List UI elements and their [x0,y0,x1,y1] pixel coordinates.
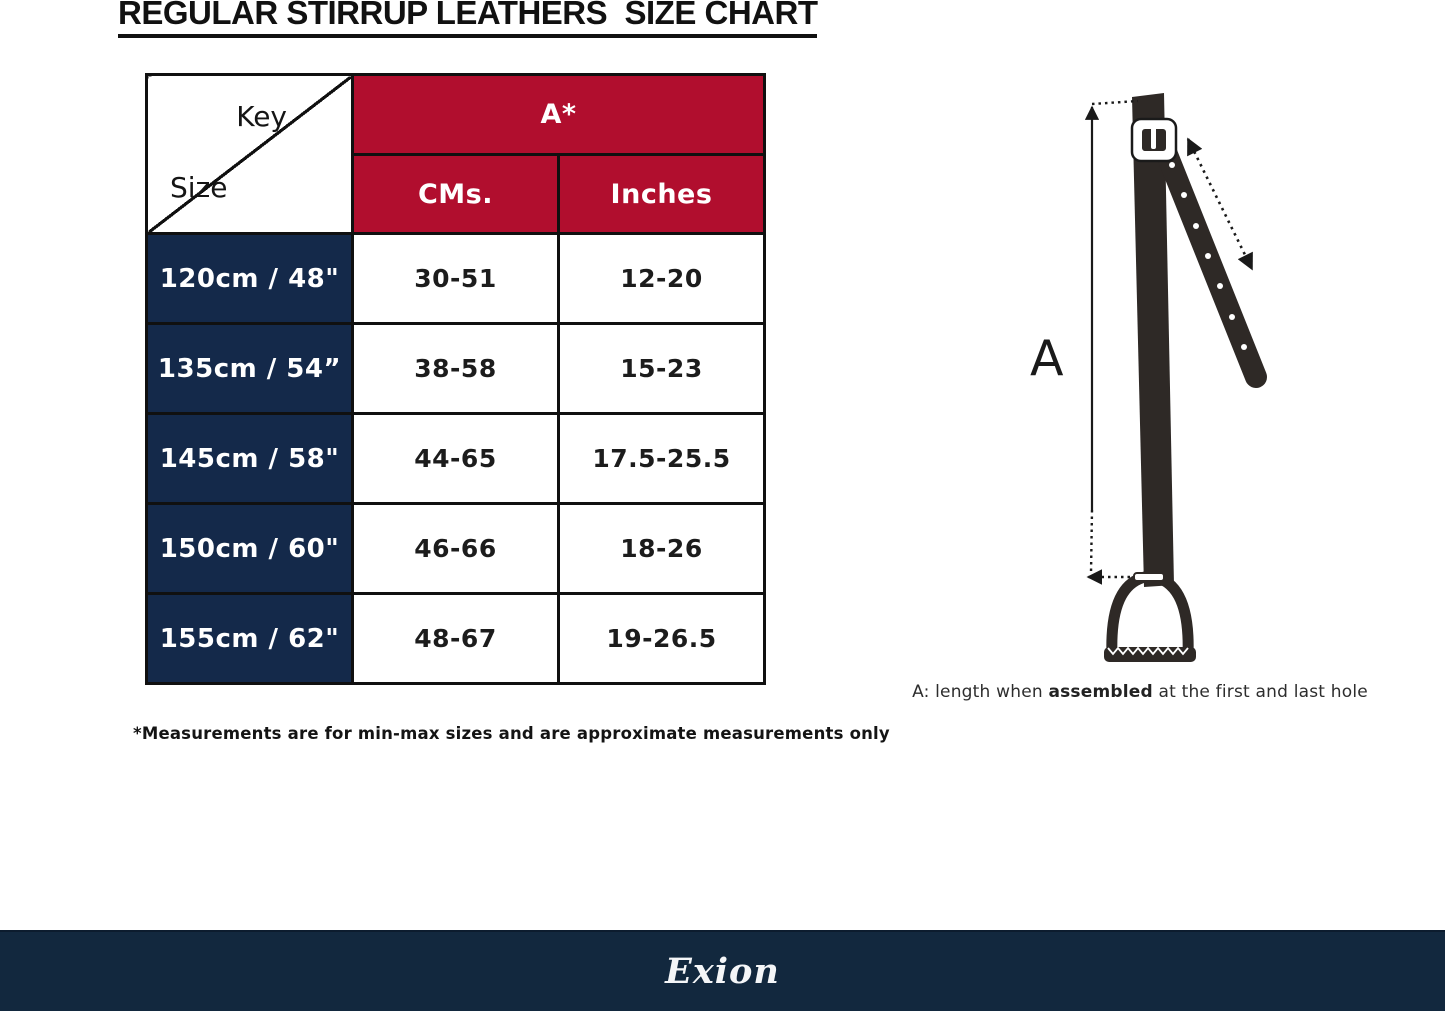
size-cell: 135cm / 54” [145,322,354,415]
diagonal-measure-arrow [1186,137,1254,271]
cms-cell: 38-58 [351,322,560,415]
brand-logo: Exion [665,951,780,992]
measurement-a-lines [1084,99,1139,585]
stirrup-slot [1133,572,1165,582]
table-row: 120cm / 48" 30-51 12-20 [145,232,766,325]
table-row: 135cm / 54” 38-58 15-23 [145,322,766,415]
corner-cell: Key Size [145,73,354,235]
size-cell: 120cm / 48" [145,232,354,325]
inches-cell: 17.5-25.5 [557,412,766,505]
cms-cell: 44-65 [351,412,560,505]
size-cell: 150cm / 60" [145,502,354,595]
footer-bar: Exion [0,930,1445,1011]
table-row: 145cm / 58" 44-65 17.5-25.5 [145,412,766,505]
corner-key-label: Key [236,100,287,133]
caption-bold: assembled [1048,682,1153,702]
cms-cell: 46-66 [351,502,560,595]
caption-prefix: A: length when [912,682,1049,702]
col-header-inches: Inches [557,153,766,235]
inches-cell: 18-26 [557,502,766,595]
table-row: 155cm / 62" 48-67 19-26.5 [145,592,766,685]
inches-cell: 19-26.5 [557,592,766,685]
dimension-a-label: A [1030,330,1064,387]
size-cell: 145cm / 58" [145,412,354,505]
inches-cell: 12-20 [557,232,766,325]
size-table: Key Size A* CMs. Inches 120cm / 48" 30-5… [145,73,766,685]
cms-cell: 48-67 [351,592,560,685]
table-header-row-1: Key Size A* [145,73,766,235]
inches-cell: 15-23 [557,322,766,415]
col-header-cms: CMs. [351,153,560,235]
stirrup-iron [1104,570,1196,662]
page-title: REGULAR STIRRUP LEATHERS SIZE CHART [118,0,818,38]
diagram-caption: A: length when assembled at the first an… [900,682,1380,702]
caption-suffix: at the first and last hole [1152,682,1368,702]
corner-size-label: Size [170,171,228,204]
stirrup-leather-diagram [1084,93,1267,662]
group-header-cell: A* [351,73,766,156]
size-cell: 155cm / 62" [145,592,354,685]
measurements-footnote: *Measurements are for min-max sizes and … [133,724,890,743]
strap-main [1132,93,1174,587]
buckle [1130,117,1178,163]
table-row: 150cm / 60" 46-66 18-26 [145,502,766,595]
cms-cell: 30-51 [351,232,560,325]
table-header-row-2: CMs. Inches [147,153,766,235]
